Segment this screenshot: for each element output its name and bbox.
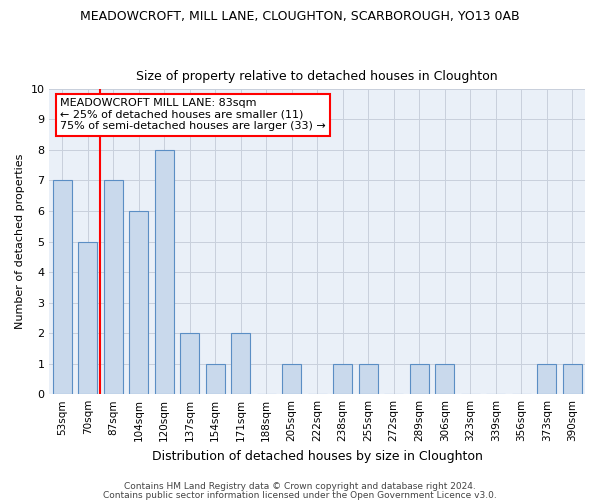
Bar — [359, 364, 378, 394]
Text: Contains HM Land Registry data © Crown copyright and database right 2024.: Contains HM Land Registry data © Crown c… — [124, 482, 476, 491]
Bar — [537, 364, 556, 394]
Bar — [563, 364, 582, 394]
Bar — [282, 364, 301, 394]
Bar — [104, 180, 123, 394]
X-axis label: Distribution of detached houses by size in Cloughton: Distribution of detached houses by size … — [152, 450, 482, 462]
Bar — [333, 364, 352, 394]
Title: Size of property relative to detached houses in Cloughton: Size of property relative to detached ho… — [136, 70, 498, 84]
Bar — [53, 180, 72, 394]
Text: MEADOWCROFT, MILL LANE, CLOUGHTON, SCARBOROUGH, YO13 0AB: MEADOWCROFT, MILL LANE, CLOUGHTON, SCARB… — [80, 10, 520, 23]
Text: MEADOWCROFT MILL LANE: 83sqm
← 25% of detached houses are smaller (11)
75% of se: MEADOWCROFT MILL LANE: 83sqm ← 25% of de… — [60, 98, 326, 131]
Bar — [410, 364, 429, 394]
Bar — [180, 333, 199, 394]
Bar — [78, 242, 97, 394]
Text: Contains public sector information licensed under the Open Government Licence v3: Contains public sector information licen… — [103, 490, 497, 500]
Bar — [155, 150, 174, 394]
Bar — [206, 364, 225, 394]
Bar — [129, 211, 148, 394]
Bar — [231, 333, 250, 394]
Bar — [435, 364, 454, 394]
Y-axis label: Number of detached properties: Number of detached properties — [15, 154, 25, 329]
